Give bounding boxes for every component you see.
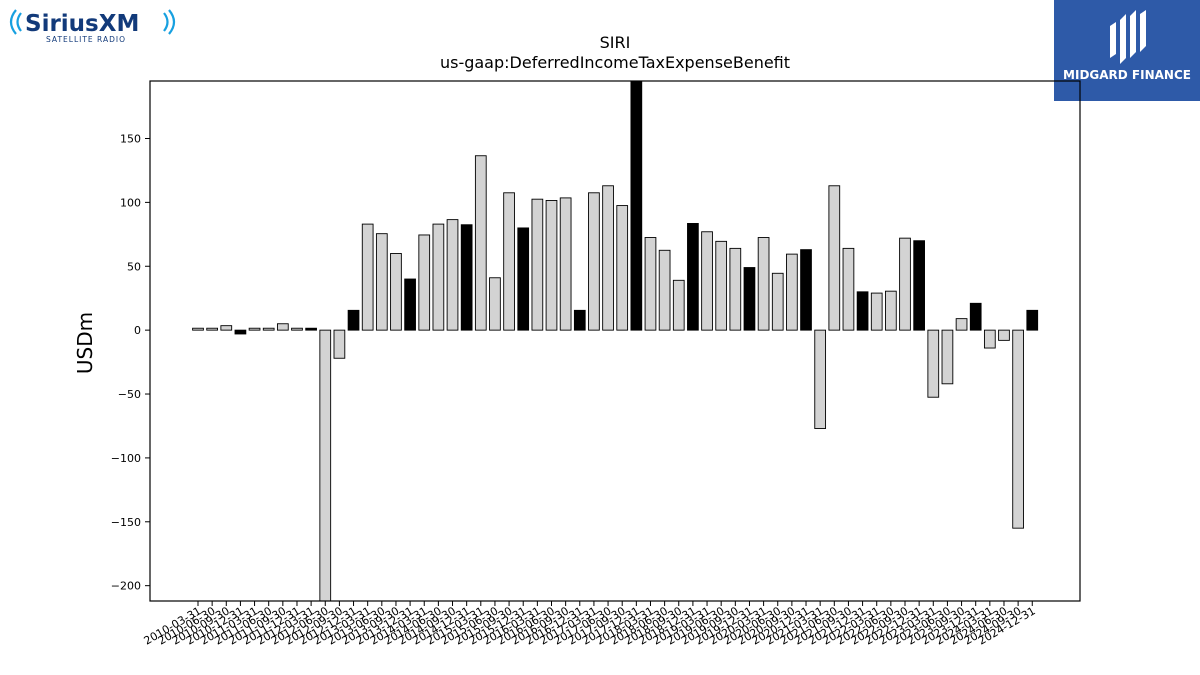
- bar-2022-12-31: [913, 240, 925, 331]
- bar-2014-03-31: [418, 234, 431, 331]
- bar-2016-03-31: [531, 198, 544, 331]
- bars-group: [192, 81, 1039, 601]
- bar-2018-03-31: [644, 237, 657, 331]
- bar-2011-06-30: [262, 327, 275, 331]
- bar-2015-03-31: [474, 155, 487, 331]
- bar-2014-12-31: [460, 224, 473, 331]
- bar-2019-03-31: [701, 231, 713, 331]
- bar-2014-06-30: [432, 223, 445, 331]
- midgard-mark-icon: [1110, 10, 1146, 64]
- bar-2017-12-31: [630, 81, 643, 331]
- bar-2022-03-31: [870, 292, 883, 331]
- bar-2015-09-30: [503, 192, 515, 331]
- bar-2024-12-31: [1026, 309, 1039, 331]
- bar-2013-03-31: [361, 223, 374, 331]
- bar-2016-09-30: [559, 197, 572, 331]
- bar-2012-09-30: [333, 329, 346, 359]
- signal-left-icon: [9, 9, 17, 35]
- bar-2020-06-30: [771, 272, 784, 331]
- y-tick-label: 0: [134, 324, 141, 337]
- y-tick-label: −200: [111, 580, 141, 593]
- bar-2016-12-31: [573, 309, 586, 331]
- bar-2012-06-30: [319, 329, 332, 601]
- siriusxm-logo: SiriusXM SATELLITE RADIO: [9, 9, 176, 44]
- bar-2021-12-31: [856, 291, 869, 331]
- y-tick-label: −50: [118, 388, 141, 401]
- bar-2017-09-30: [616, 205, 629, 331]
- bar-2023-09-30: [955, 318, 968, 331]
- bar-2020-12-31: [800, 249, 812, 331]
- bar-2015-06-30: [489, 277, 501, 331]
- bar-2012-12-31: [347, 309, 360, 331]
- y-axis: 150 100 50 0 −50 −100 −150 −200: [111, 132, 150, 593]
- bar-2022-09-30: [899, 237, 911, 331]
- bar-2010-09-30: [220, 325, 233, 331]
- bar-2010-12-31: [234, 329, 247, 335]
- siriusxm-logo-text: SiriusXM: [25, 11, 139, 37]
- bar-2010-03-31: [192, 327, 204, 331]
- bar-2011-12-31: [291, 327, 303, 331]
- bar-2017-06-30: [602, 185, 614, 331]
- bar-2024-09-30: [1012, 329, 1024, 529]
- bar-2023-03-31: [927, 329, 940, 398]
- chart-title: SIRI: [600, 33, 631, 52]
- y-tick-label: 150: [120, 132, 141, 145]
- bar-2019-12-31: [743, 267, 756, 331]
- bar-2021-09-30: [842, 247, 855, 331]
- bar-2021-03-31: [814, 329, 827, 429]
- plot-frame: [149, 80, 1081, 602]
- bar-2020-03-31: [757, 237, 770, 331]
- bar-2021-06-30: [828, 185, 841, 331]
- bar-2017-03-31: [588, 192, 600, 331]
- bar-2016-06-30: [545, 200, 558, 331]
- bar-2018-06-30: [658, 249, 671, 331]
- bar-2023-06-30: [941, 329, 954, 385]
- bar-2011-09-30: [276, 323, 289, 331]
- bar-2011-03-31: [248, 327, 261, 331]
- x-axis: 2010-03-312010-06-302010-09-302010-12-31…: [142, 601, 1038, 648]
- bar-2018-12-31: [687, 223, 699, 331]
- bar-2012-03-31: [305, 327, 317, 331]
- bar-2019-06-30: [715, 240, 728, 331]
- bar-2022-06-30: [885, 290, 897, 331]
- bar-2015-12-31: [517, 227, 530, 331]
- bar-2013-09-30: [390, 253, 402, 331]
- bar-2024-03-31: [983, 329, 996, 349]
- bar-2010-06-30: [206, 327, 218, 331]
- signal-right-icon: [163, 12, 169, 32]
- y-tick-label: −150: [111, 516, 141, 529]
- midgard-finance-text: MIDGARD FINANCE: [1063, 68, 1191, 82]
- chart-subtitle: us-gaap:DeferredIncomeTaxExpenseBenefit: [440, 53, 790, 72]
- y-axis-label: USDm: [73, 312, 97, 374]
- y-tick-label: −100: [111, 452, 141, 465]
- siriusxm-tagline: SATELLITE RADIO: [46, 35, 126, 44]
- bar-2013-12-31: [404, 278, 416, 331]
- y-tick-label: 100: [120, 196, 141, 209]
- bar-2020-09-30: [786, 253, 798, 331]
- bar-2023-12-31: [969, 302, 982, 331]
- y-tick-label: 50: [127, 260, 141, 273]
- bar-2019-09-30: [729, 247, 742, 331]
- bar-2024-06-30: [998, 329, 1010, 341]
- bar-2013-06-30: [375, 233, 388, 331]
- bar-2014-09-30: [446, 219, 459, 331]
- midgard-finance-logo: MIDGARD FINANCE: [1054, 0, 1200, 101]
- bar-2018-09-30: [672, 279, 685, 331]
